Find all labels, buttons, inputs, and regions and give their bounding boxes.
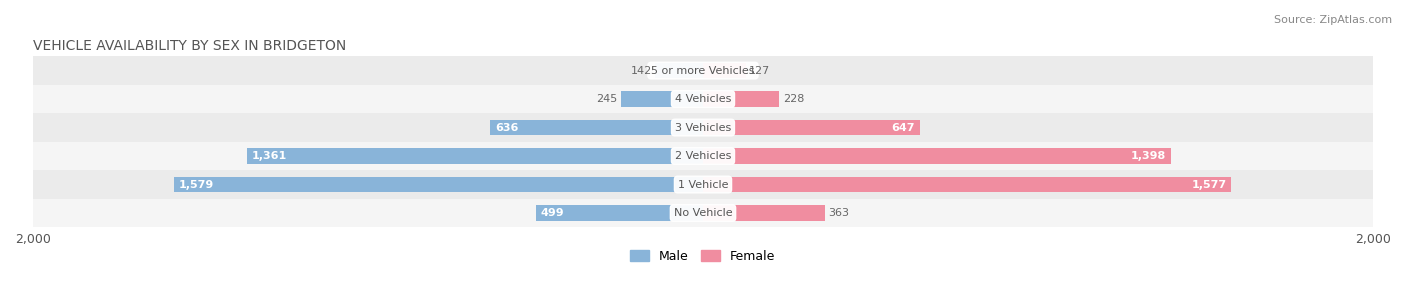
Bar (247, 148, 703, 164)
Bar (32, 56, 1374, 85)
Bar (32, 142, 1374, 170)
Text: 5 or more Vehicles: 5 or more Vehicles (651, 65, 755, 76)
Text: 499: 499 (541, 208, 564, 218)
Text: 363: 363 (828, 208, 849, 218)
Text: 1,398: 1,398 (1130, 151, 1167, 161)
Text: No Vehicle: No Vehicle (673, 208, 733, 218)
Bar (655, 63, 703, 78)
Bar (703, 148, 1171, 164)
Bar (32, 85, 1374, 113)
Text: 3 Vehicles: 3 Vehicles (675, 122, 731, 132)
Text: VEHICLE AVAILABILITY BY SEX IN BRIDGETON: VEHICLE AVAILABILITY BY SEX IN BRIDGETON (32, 39, 346, 54)
Bar (32, 85, 1374, 113)
Text: 4 Vehicles: 4 Vehicles (675, 94, 731, 104)
Bar (32, 170, 1374, 199)
Bar (32, 199, 1374, 227)
Bar (32, 142, 1374, 170)
Bar (703, 177, 1232, 192)
Bar (536, 205, 703, 221)
Bar (32, 56, 1374, 85)
Bar (703, 120, 920, 135)
Text: 142: 142 (631, 65, 652, 76)
Text: 127: 127 (749, 65, 770, 76)
Text: 636: 636 (495, 122, 519, 132)
Text: 647: 647 (891, 122, 915, 132)
Bar (703, 63, 745, 78)
Legend: Male, Female: Male, Female (630, 250, 776, 263)
Text: Source: ZipAtlas.com: Source: ZipAtlas.com (1274, 15, 1392, 25)
Bar (32, 113, 1374, 142)
Text: 1,579: 1,579 (179, 180, 214, 189)
Text: 228: 228 (783, 94, 804, 104)
Bar (489, 120, 703, 135)
Text: 1 Vehicle: 1 Vehicle (678, 180, 728, 189)
Bar (621, 91, 703, 107)
Bar (703, 91, 779, 107)
Text: 1,577: 1,577 (1191, 180, 1226, 189)
Bar (32, 113, 1374, 142)
Bar (32, 170, 1374, 199)
Text: 245: 245 (596, 94, 617, 104)
Text: 2 Vehicles: 2 Vehicles (675, 151, 731, 161)
Bar (32, 199, 1374, 227)
Bar (703, 205, 824, 221)
Text: 1,361: 1,361 (252, 151, 287, 161)
Bar (174, 177, 703, 192)
